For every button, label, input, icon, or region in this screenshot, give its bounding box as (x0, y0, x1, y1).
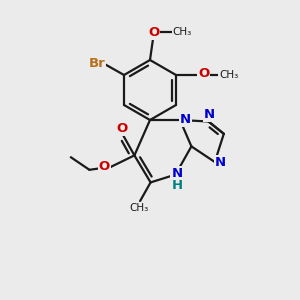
Text: Br: Br (88, 56, 105, 70)
Text: O: O (99, 160, 110, 173)
Text: H: H (171, 178, 183, 192)
Text: N: N (204, 108, 215, 122)
Text: O: O (198, 67, 209, 80)
Text: N: N (171, 167, 183, 180)
Text: CH₃: CH₃ (219, 70, 238, 80)
Text: CH₃: CH₃ (129, 202, 148, 213)
Text: N: N (180, 113, 191, 126)
Text: N: N (215, 156, 226, 169)
Text: O: O (148, 26, 159, 39)
Text: O: O (117, 122, 128, 135)
Text: CH₃: CH₃ (219, 70, 238, 80)
Text: O: O (198, 67, 209, 80)
Text: O: O (148, 26, 159, 39)
Text: CH₃: CH₃ (172, 27, 192, 38)
Text: CH₃: CH₃ (172, 27, 192, 38)
Text: Br: Br (88, 56, 105, 70)
